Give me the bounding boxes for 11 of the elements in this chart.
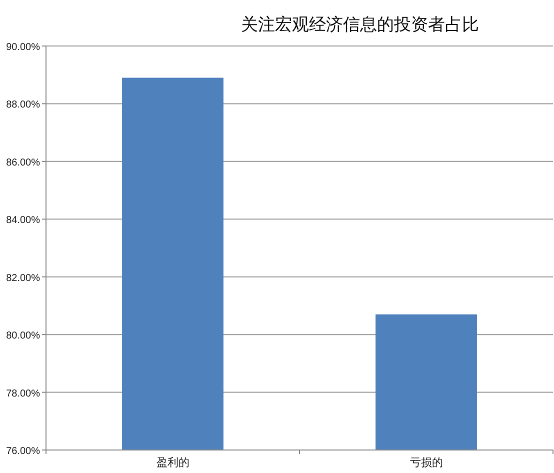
y-tick-label: 78.00%	[6, 388, 40, 400]
y-tick-label: 82.00%	[6, 272, 40, 284]
y-tick-label: 84.00%	[6, 215, 40, 226]
y-tick-label: 86.00%	[6, 157, 40, 168]
y-tick-label: 76.00%	[6, 446, 40, 457]
y-tick-label: 88.00%	[6, 100, 40, 111]
y-tick-label: 90.00%	[6, 42, 40, 53]
y-tick-label: 80.00%	[6, 330, 40, 342]
x-tick-label: 盈利的	[156, 456, 190, 469]
chart-title: 关注宏观经济信息的投资者占比	[241, 15, 479, 34]
x-tick-label: 亏损的	[410, 457, 443, 469]
